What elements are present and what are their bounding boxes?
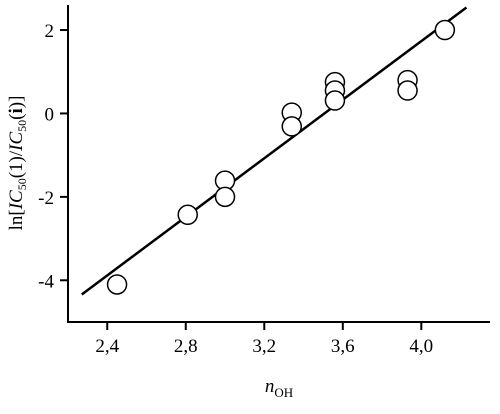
label-part: ( bbox=[6, 114, 27, 120]
y-tick-label: -2 bbox=[38, 188, 54, 209]
y-tick-label: -4 bbox=[38, 271, 54, 292]
label-part: IC bbox=[6, 132, 27, 152]
x-tick-label: 2,8 bbox=[174, 336, 198, 357]
fit-line bbox=[80, 6, 468, 296]
label-part: 50 bbox=[15, 178, 29, 190]
y-tick-label: 0 bbox=[45, 104, 55, 125]
label-part: )] bbox=[6, 96, 27, 109]
data-point bbox=[106, 274, 128, 295]
label-part: OH bbox=[274, 385, 293, 400]
x-tick-label: 2,4 bbox=[95, 336, 119, 357]
y-axis-label: ln[IC50(1)/IC50(i)] bbox=[6, 96, 29, 231]
label-part: i bbox=[6, 108, 27, 113]
label-part: IC bbox=[6, 190, 27, 210]
data-point bbox=[397, 80, 418, 101]
data-point bbox=[177, 204, 198, 226]
label-part: n bbox=[265, 376, 275, 397]
x-axis-label: nOH bbox=[265, 376, 293, 400]
y-tick-label: 2 bbox=[45, 21, 55, 42]
data-point bbox=[214, 186, 236, 208]
data-point bbox=[324, 90, 346, 111]
label-part: (1)/ bbox=[6, 150, 27, 178]
label-part: 50 bbox=[15, 120, 29, 132]
label-part: ln[ bbox=[6, 209, 27, 230]
x-tick-label: 3,2 bbox=[252, 336, 276, 357]
x-tick-label: 4,0 bbox=[409, 336, 433, 357]
data-point bbox=[281, 116, 303, 137]
x-tick-label: 3,6 bbox=[331, 336, 355, 357]
data-point bbox=[434, 19, 456, 41]
